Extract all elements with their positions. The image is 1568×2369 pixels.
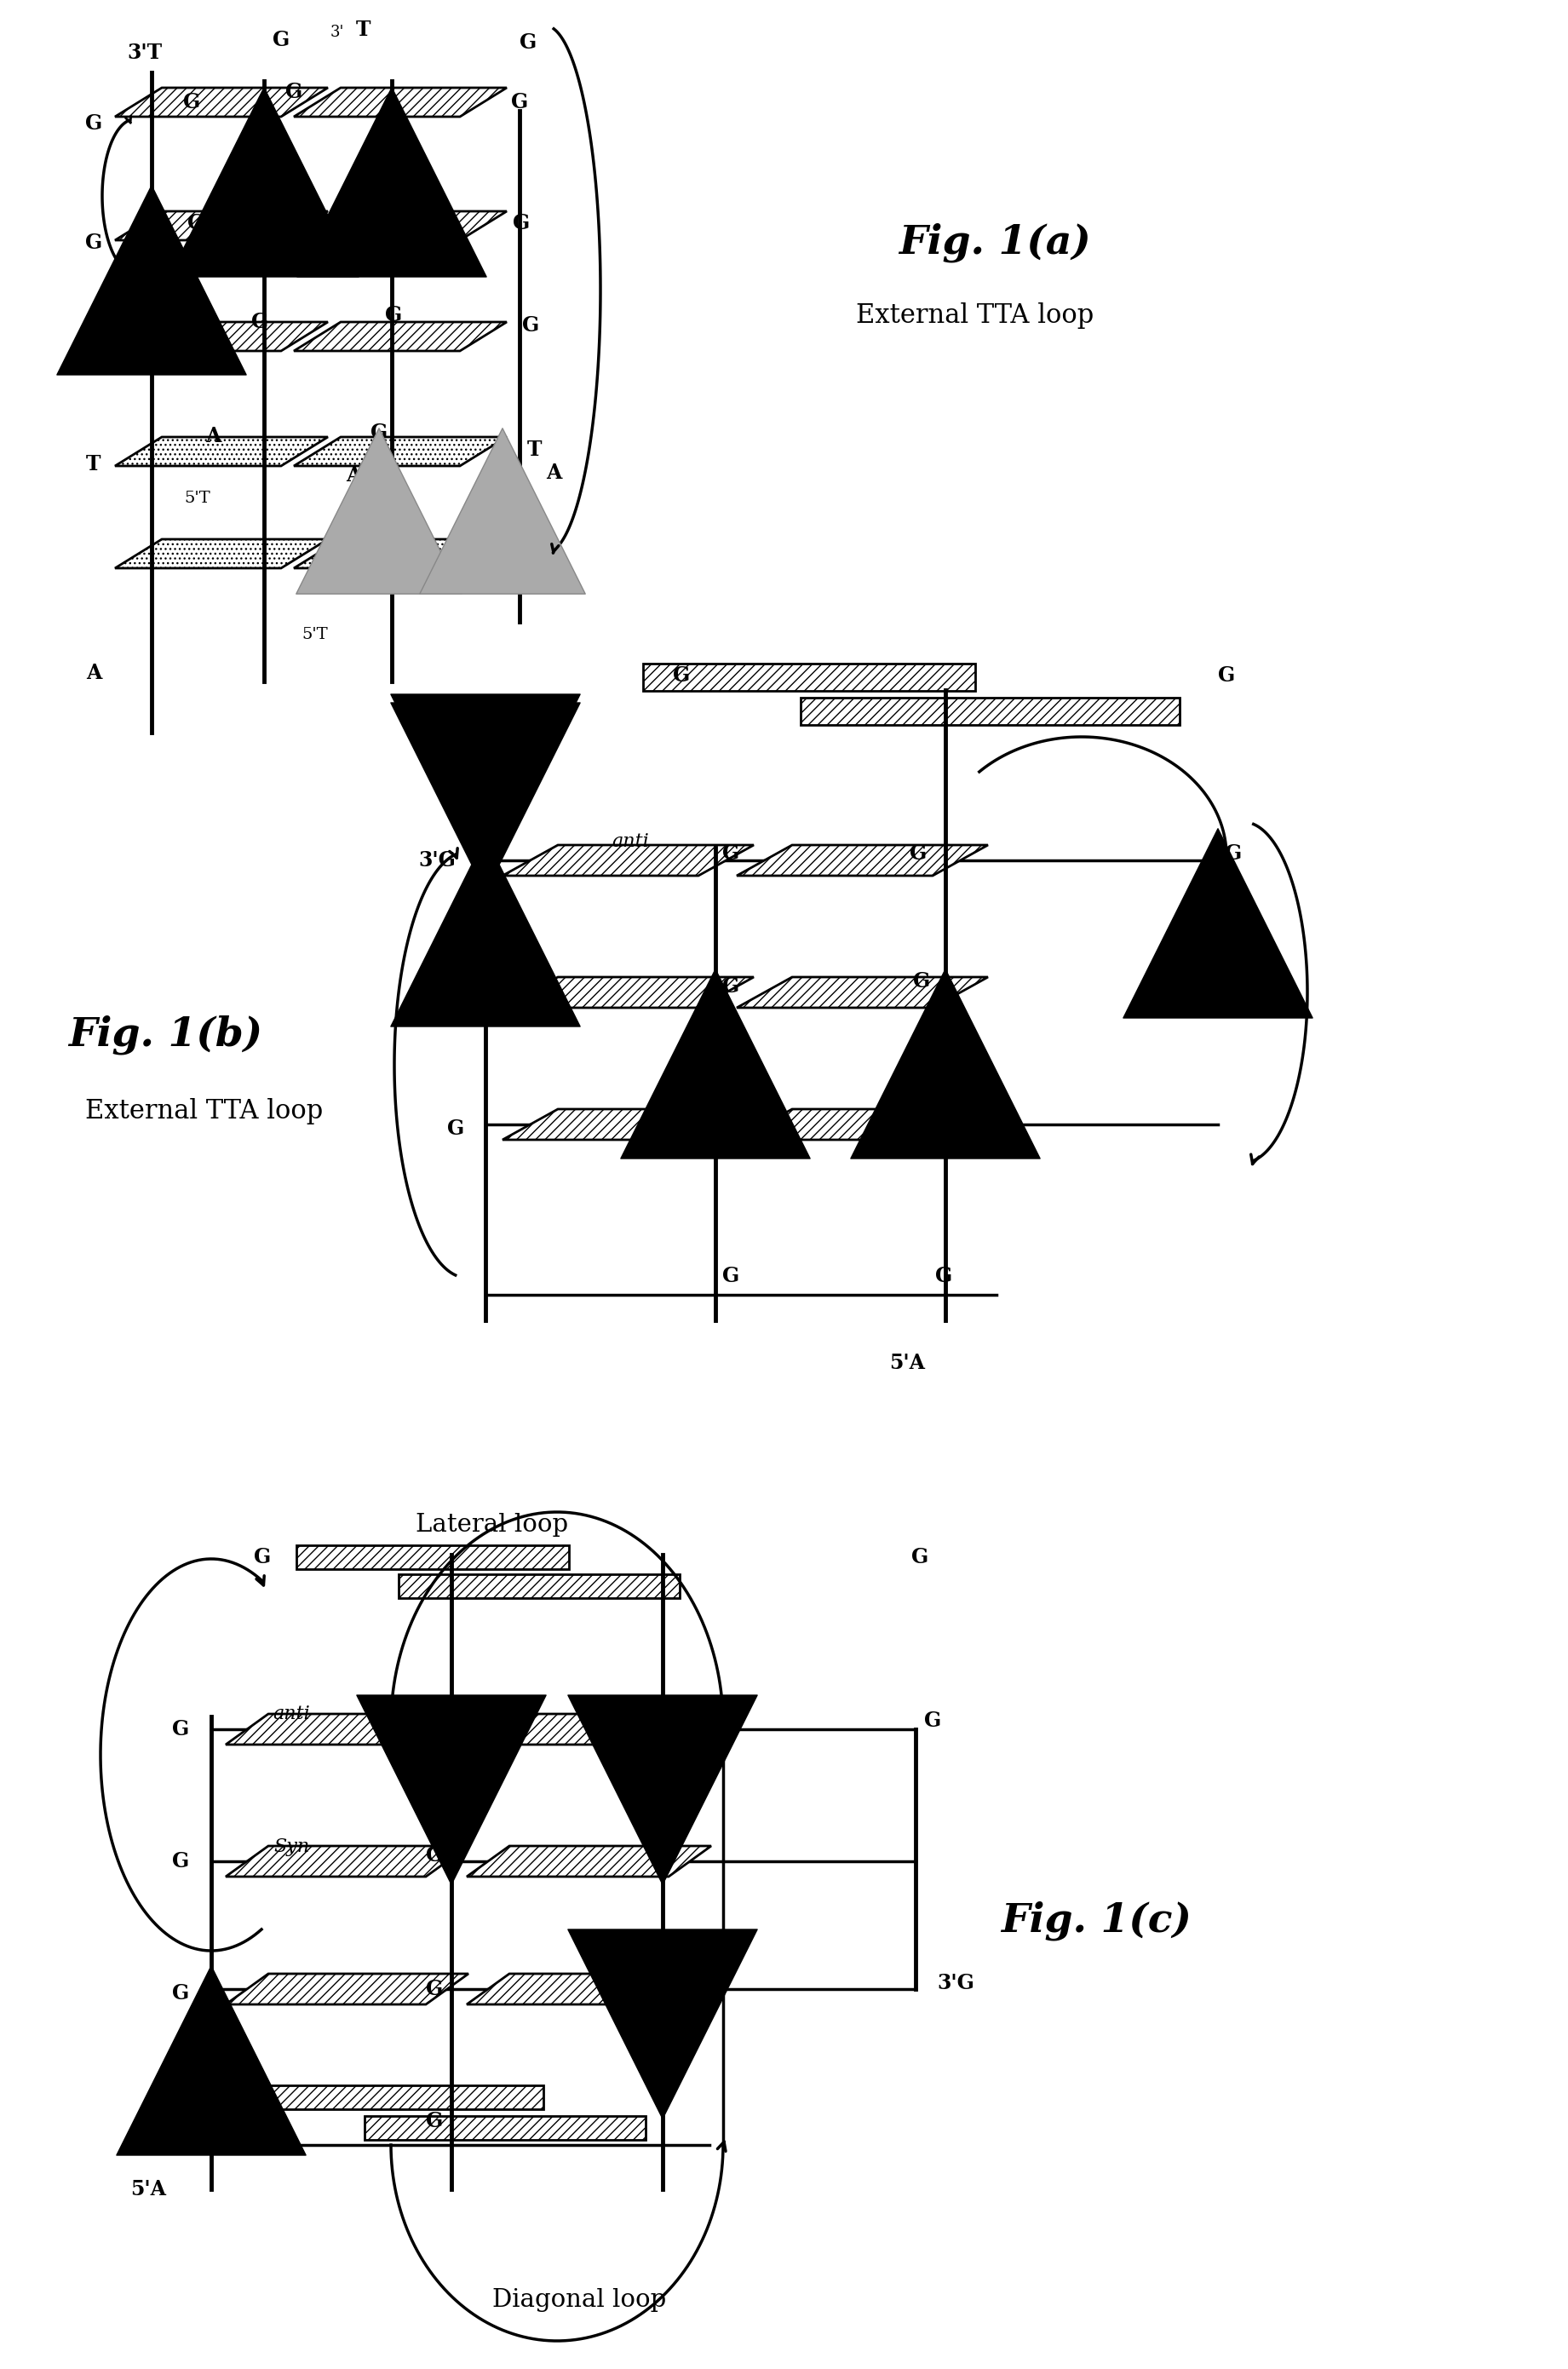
Polygon shape xyxy=(293,436,506,467)
Text: G: G xyxy=(935,1265,952,1286)
Text: Fig. 1(c): Fig. 1(c) xyxy=(1000,1900,1192,1940)
Polygon shape xyxy=(643,663,975,692)
Text: G: G xyxy=(723,843,740,865)
Text: A: A xyxy=(86,663,102,682)
Polygon shape xyxy=(226,1973,469,2004)
Text: External TTA loop: External TTA loop xyxy=(85,1099,323,1125)
Polygon shape xyxy=(114,436,328,467)
Text: G: G xyxy=(723,1113,740,1132)
Text: G: G xyxy=(447,1118,464,1139)
Text: anti: anti xyxy=(273,1706,310,1722)
Polygon shape xyxy=(114,540,328,569)
Text: G: G xyxy=(183,92,201,111)
Text: G: G xyxy=(723,976,740,997)
Polygon shape xyxy=(293,540,506,569)
Polygon shape xyxy=(467,1973,712,2004)
Text: 3': 3' xyxy=(331,24,345,40)
Text: G: G xyxy=(85,114,102,133)
Polygon shape xyxy=(502,1109,754,1139)
Text: G: G xyxy=(172,1720,190,1739)
Text: G: G xyxy=(426,1710,444,1732)
Text: G: G xyxy=(384,306,401,325)
Text: Lateral loop: Lateral loop xyxy=(416,1514,569,1537)
Text: G: G xyxy=(909,843,927,865)
Text: 3'T: 3'T xyxy=(127,43,163,64)
Text: G: G xyxy=(651,1841,668,1860)
Text: G: G xyxy=(172,1983,190,2004)
Text: G: G xyxy=(1225,976,1242,997)
Polygon shape xyxy=(114,88,328,116)
Text: 3'G: 3'G xyxy=(938,1973,974,1992)
Text: 5'A: 5'A xyxy=(889,1353,925,1374)
Text: G: G xyxy=(1218,666,1236,685)
Text: 3'G: 3'G xyxy=(419,850,456,869)
Polygon shape xyxy=(226,1845,469,1876)
Text: G: G xyxy=(187,213,204,235)
Text: G: G xyxy=(924,1710,941,1732)
Text: 5'T: 5'T xyxy=(185,490,210,507)
Polygon shape xyxy=(737,1109,988,1139)
Text: G: G xyxy=(426,2111,444,2132)
Text: G: G xyxy=(85,339,102,360)
Text: G: G xyxy=(426,1978,444,1999)
Text: External TTA loop: External TTA loop xyxy=(856,301,1094,329)
Text: Diagonal loop: Diagonal loop xyxy=(492,2288,666,2312)
Text: G: G xyxy=(273,31,290,50)
Text: anti: anti xyxy=(612,832,649,850)
Text: G: G xyxy=(511,92,528,111)
Text: G: G xyxy=(293,201,310,220)
Polygon shape xyxy=(114,211,328,239)
Text: G: G xyxy=(285,83,303,102)
Text: A: A xyxy=(205,426,221,445)
Text: G: G xyxy=(651,1706,668,1727)
Polygon shape xyxy=(293,88,506,116)
Text: G: G xyxy=(522,315,539,336)
Polygon shape xyxy=(737,976,988,1007)
Polygon shape xyxy=(293,211,506,239)
Text: G: G xyxy=(913,971,930,993)
Text: G: G xyxy=(911,1547,928,1568)
Polygon shape xyxy=(467,1845,712,1876)
Text: G: G xyxy=(1225,843,1242,865)
Text: G: G xyxy=(673,666,690,685)
Polygon shape xyxy=(801,696,1179,725)
Polygon shape xyxy=(226,1713,469,1744)
Text: G: G xyxy=(85,232,102,253)
Text: G: G xyxy=(172,1850,190,1872)
Text: T: T xyxy=(356,19,372,40)
Polygon shape xyxy=(502,976,754,1007)
Text: G: G xyxy=(513,213,530,235)
Text: T: T xyxy=(527,441,543,460)
Text: G: G xyxy=(370,422,387,443)
Polygon shape xyxy=(502,846,754,877)
Polygon shape xyxy=(737,846,988,877)
Text: G: G xyxy=(426,1845,444,1864)
Text: 5'A: 5'A xyxy=(130,2179,166,2198)
Polygon shape xyxy=(364,2116,646,2139)
Polygon shape xyxy=(262,2085,544,2108)
Text: A: A xyxy=(345,464,361,486)
Text: Fig. 1(a): Fig. 1(a) xyxy=(898,223,1091,263)
Text: G: G xyxy=(447,983,464,1002)
Text: G: G xyxy=(251,313,268,332)
Polygon shape xyxy=(467,1713,712,1744)
Polygon shape xyxy=(398,1575,679,1599)
Polygon shape xyxy=(296,1545,569,1568)
Text: Fig. 1(b): Fig. 1(b) xyxy=(67,1016,262,1054)
Text: G: G xyxy=(723,1265,740,1286)
Polygon shape xyxy=(114,322,328,351)
Text: G: G xyxy=(913,1113,930,1132)
Polygon shape xyxy=(293,322,506,351)
Text: G: G xyxy=(172,2111,190,2132)
Text: A: A xyxy=(546,462,561,483)
Text: G: G xyxy=(254,1547,271,1568)
Text: 5'T: 5'T xyxy=(303,628,328,642)
Text: T: T xyxy=(86,455,102,474)
Text: Syn: Syn xyxy=(273,1838,309,1857)
Text: G: G xyxy=(519,33,536,52)
